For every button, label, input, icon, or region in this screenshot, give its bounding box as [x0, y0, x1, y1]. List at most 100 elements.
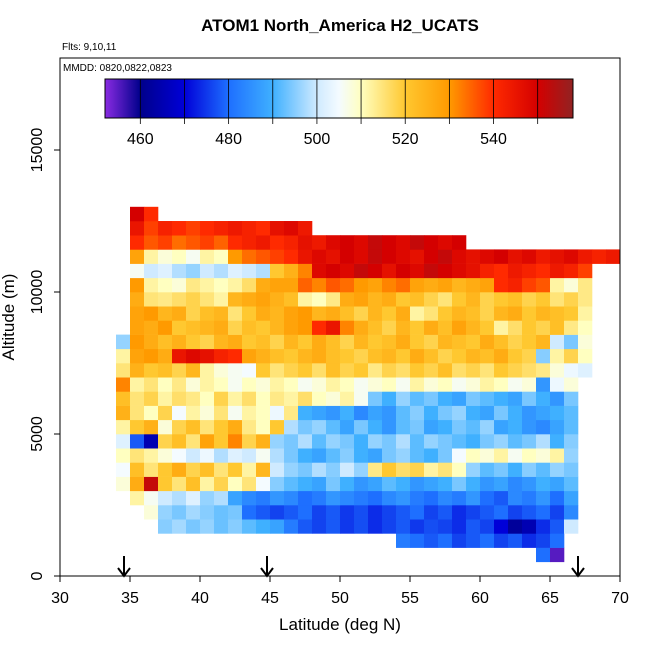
cell — [228, 221, 243, 236]
cell — [480, 391, 495, 406]
cell — [382, 277, 397, 293]
cell — [340, 348, 355, 364]
cell — [438, 334, 453, 350]
cell — [172, 448, 187, 463]
cell — [158, 476, 173, 492]
cell — [410, 462, 425, 477]
cell — [354, 249, 369, 264]
cell — [522, 405, 537, 421]
cell — [200, 419, 215, 435]
cell — [564, 448, 579, 463]
cell — [410, 533, 425, 548]
cell — [228, 377, 243, 392]
cell — [270, 306, 285, 321]
cell — [438, 306, 453, 321]
cell — [550, 476, 565, 492]
cell — [452, 448, 467, 463]
cell — [424, 448, 439, 463]
cell — [200, 434, 215, 449]
cell — [396, 391, 411, 406]
cell — [480, 363, 495, 378]
cell — [214, 221, 229, 236]
cell — [480, 292, 495, 307]
cell — [200, 292, 215, 307]
cell — [340, 363, 355, 378]
cell — [382, 348, 397, 364]
cell — [172, 462, 187, 477]
cell — [186, 306, 201, 321]
cell — [508, 476, 523, 492]
cell — [116, 334, 131, 350]
cell — [298, 249, 313, 264]
cell — [200, 505, 215, 520]
cell — [578, 249, 593, 264]
cell — [424, 377, 439, 392]
cell — [424, 235, 439, 250]
cell — [326, 292, 341, 307]
cell — [550, 348, 565, 364]
x-tick-label: 35 — [121, 590, 139, 607]
cell — [326, 391, 341, 406]
cell — [438, 434, 453, 449]
cell — [466, 292, 481, 307]
cell — [242, 462, 257, 477]
cell — [494, 377, 509, 392]
cell — [130, 476, 145, 492]
cell — [536, 263, 551, 279]
cell — [466, 490, 481, 506]
cell — [368, 462, 383, 477]
cell — [522, 306, 537, 321]
cell — [312, 277, 327, 293]
cell — [144, 505, 159, 520]
cell — [186, 263, 201, 279]
colorbar-tick-label: 500 — [304, 131, 331, 148]
cell — [438, 490, 453, 506]
cell — [354, 519, 369, 534]
cell — [410, 419, 425, 435]
y-tick-label: 5000 — [29, 416, 46, 452]
cell — [130, 419, 145, 435]
cell — [466, 519, 481, 534]
cell — [130, 363, 145, 378]
cell — [326, 263, 341, 279]
cell — [424, 292, 439, 307]
cell — [550, 263, 565, 279]
cell — [284, 490, 299, 506]
cell — [522, 391, 537, 406]
cell — [368, 448, 383, 463]
cell — [508, 434, 523, 449]
cell — [200, 235, 215, 250]
cell — [466, 462, 481, 477]
cell — [144, 249, 159, 264]
cell — [116, 476, 131, 492]
cell — [410, 377, 425, 392]
cell — [564, 519, 579, 534]
cell — [200, 405, 215, 421]
cell — [214, 490, 229, 506]
cell — [452, 263, 467, 279]
cell — [466, 391, 481, 406]
cell — [452, 377, 467, 392]
cell — [480, 490, 495, 506]
colorbar-tick-label: 520 — [392, 131, 419, 148]
cell — [256, 476, 271, 492]
cell — [522, 377, 537, 392]
cell — [382, 363, 397, 378]
cell — [326, 348, 341, 364]
cell — [256, 221, 271, 236]
cell — [158, 348, 173, 364]
cell — [130, 221, 145, 236]
cell — [494, 505, 509, 520]
cell — [256, 348, 271, 364]
cell — [284, 377, 299, 392]
cell — [214, 306, 229, 321]
cell — [186, 519, 201, 534]
cell — [354, 405, 369, 421]
cell — [312, 377, 327, 392]
cell — [494, 292, 509, 307]
cell — [536, 377, 551, 392]
cell — [452, 306, 467, 321]
cell — [130, 334, 145, 350]
cell — [200, 320, 215, 335]
cell — [536, 334, 551, 350]
